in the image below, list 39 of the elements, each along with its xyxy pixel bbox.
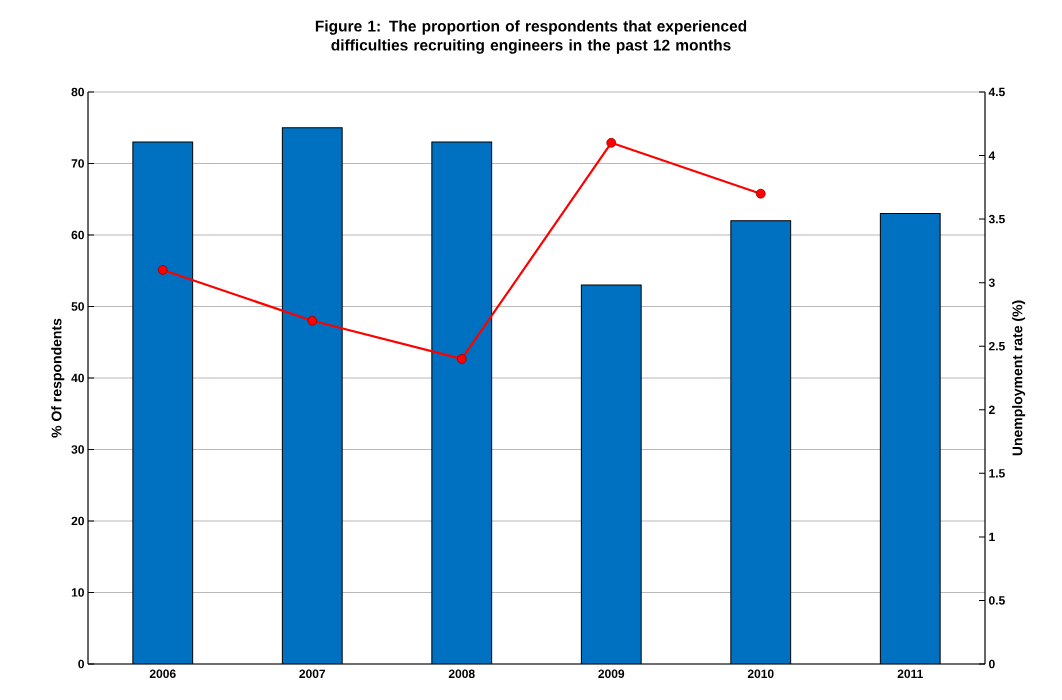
y-tick-label: 30 <box>71 445 84 454</box>
y2-tick-label: 0.5 <box>989 596 1005 605</box>
x-tick-label: 2009 <box>598 669 625 679</box>
y2-tick-label: 1.5 <box>989 469 1005 478</box>
bar <box>581 285 642 664</box>
point <box>307 315 318 326</box>
chart-title: Figure 1: The proportion of respondents that experienced difficulties recruiting engineers in the past 12 months <box>315 20 747 54</box>
bar <box>132 142 193 664</box>
x-tick-label: 2011 <box>897 669 923 679</box>
y2-tick-label: 2 <box>988 405 995 414</box>
y2-tick-label: 0 <box>989 659 995 669</box>
y2-axis-title: Unemployment rate (%) <box>1012 300 1026 456</box>
point <box>456 354 467 364</box>
point <box>606 137 617 148</box>
y-axis-title: % Of respondents <box>51 318 65 438</box>
y2-tick-label: 3.5 <box>988 214 1005 224</box>
x-tick-label: 2010 <box>747 669 774 679</box>
y-tick-label: 20 <box>71 516 84 526</box>
x-tick-label: 2007 <box>299 669 326 679</box>
y-tick-label: 80 <box>71 87 84 97</box>
y-tick-label: 0 <box>78 659 84 669</box>
y-tick-label: 70 <box>71 159 84 168</box>
bar <box>431 142 492 664</box>
y-tick-label: 50 <box>71 302 84 311</box>
point <box>157 265 168 275</box>
y-tick-label: 10 <box>71 588 84 597</box>
y-tick-label: 60 <box>71 230 84 240</box>
y2-tick-label: 4.5 <box>988 87 1005 97</box>
x-tick-label: 2008 <box>448 669 475 679</box>
y2-tick-label: 4 <box>988 151 996 160</box>
y2-tick-label: 1 <box>989 532 995 541</box>
bar <box>282 127 343 664</box>
x-tick-label: 2006 <box>149 669 176 679</box>
y2-tick-label: 3 <box>988 278 995 287</box>
y-tick-label: 40 <box>71 373 84 383</box>
point <box>755 188 766 199</box>
bar <box>730 220 791 664</box>
bar <box>879 213 941 664</box>
y2-tick-label: 2.5 <box>988 341 1005 351</box>
